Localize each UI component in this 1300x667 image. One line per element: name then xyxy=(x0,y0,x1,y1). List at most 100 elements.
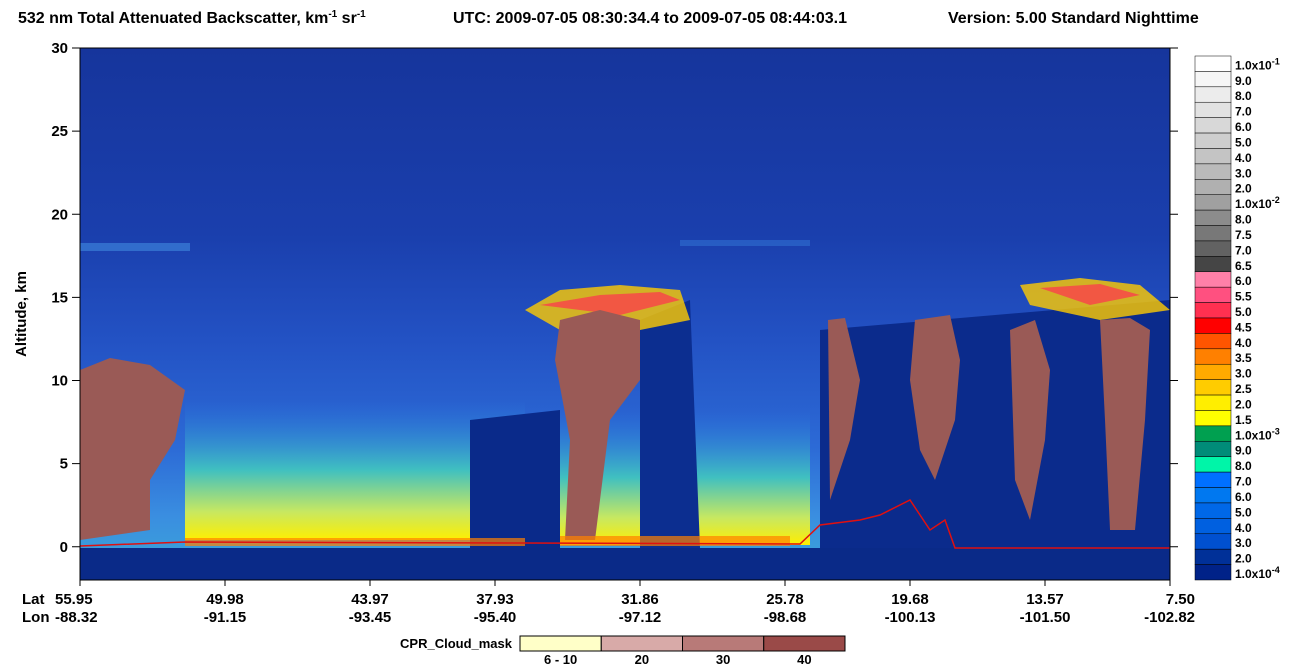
colorbar-swatch xyxy=(1194,441,1232,457)
colorbar-label: 4.0 xyxy=(1235,151,1252,165)
lon-label: -93.45 xyxy=(349,609,392,626)
y-tick-label: 15 xyxy=(51,289,68,306)
colorbar-label-text: 9.0 xyxy=(1235,444,1252,458)
colorbar-label: 7.0 xyxy=(1235,475,1252,489)
colorbar-swatch xyxy=(1194,55,1232,72)
colorbar-label: 2.0 xyxy=(1235,552,1252,566)
colorbar-swatch xyxy=(1194,271,1232,288)
colorbar-label: 5.0 xyxy=(1235,305,1252,319)
colorbar-label: 7.0 xyxy=(1235,243,1252,257)
colorbar-label: 6.0 xyxy=(1235,490,1252,504)
colorbar-swatch xyxy=(1194,518,1232,535)
colorbar-swatch xyxy=(1194,379,1232,396)
colorbar-label: 2.0 xyxy=(1235,182,1252,196)
colorbar-swatch xyxy=(1194,502,1232,519)
colorbar-label-text: 3.0 xyxy=(1235,536,1252,550)
colorbar-label-text: 3.5 xyxy=(1235,351,1252,365)
colorbar-label-text: 5.5 xyxy=(1235,290,1252,304)
colorbar-label-text: 4.0 xyxy=(1235,336,1252,350)
colorbar-label: 6.0 xyxy=(1235,274,1252,288)
colorbar-label-exp: -1 xyxy=(1272,56,1280,66)
colorbar-label-text: 1.0x10 xyxy=(1235,197,1272,211)
cloud-mask-swatch xyxy=(763,635,846,652)
colorbar-label: 1.0x10-1 xyxy=(1235,56,1280,72)
colorbar-label: 9.0 xyxy=(1235,74,1252,88)
colorbar-label-text: 5.0 xyxy=(1235,135,1252,149)
lon-label: -100.13 xyxy=(885,609,936,626)
cloud-mask-title: CPR_Cloud_mask xyxy=(400,636,513,651)
colorbar-swatch xyxy=(1194,487,1232,504)
chart-title: 532 nm Total Attenuated Backscatter, km-… xyxy=(18,9,366,27)
colorbar-label: 4.0 xyxy=(1235,336,1252,350)
colorbar-label-text: 6.0 xyxy=(1235,120,1252,134)
cloud-mask-label: 6 - 10 xyxy=(544,652,577,667)
colorbar-label-text: 8.0 xyxy=(1235,459,1252,473)
version-label: Version: 5.00 Standard Nighttime xyxy=(948,10,1199,27)
colorbar-swatch xyxy=(1194,564,1232,581)
lat-label: 31.86 xyxy=(621,591,659,608)
lon-label: -91.15 xyxy=(204,609,247,626)
colorbar-label-text: 8.0 xyxy=(1235,213,1252,227)
colorbar-label: 5.0 xyxy=(1235,505,1252,519)
colorbar-label-text: 6.5 xyxy=(1235,259,1252,273)
colorbar-swatch xyxy=(1194,333,1232,350)
colorbar-label-text: 6.0 xyxy=(1235,490,1252,504)
lon-label: -97.12 xyxy=(619,609,662,626)
colorbar-label-exp: -4 xyxy=(1272,565,1280,575)
colorbar-label-text: 6.0 xyxy=(1235,274,1252,288)
colorbar-label-text: 4.0 xyxy=(1235,151,1252,165)
cloud-mask-swatch xyxy=(682,635,765,652)
lat-label: 19.68 xyxy=(891,591,929,608)
lon-label: -98.68 xyxy=(764,609,807,626)
lat-label: 37.93 xyxy=(476,591,514,608)
colorbar-label-text: 2.0 xyxy=(1235,182,1252,196)
colorbar-swatch xyxy=(1194,456,1232,473)
y-tick-label: 20 xyxy=(51,206,68,223)
colorbar-swatch xyxy=(1194,209,1232,226)
colorbar-label: 4.5 xyxy=(1235,320,1252,334)
colorbar-label: 3.0 xyxy=(1235,166,1252,180)
colorbar-label: 8.0 xyxy=(1235,89,1252,103)
colorbar-swatch xyxy=(1194,71,1232,88)
colorbar-swatch xyxy=(1194,548,1232,565)
colorbar-swatch xyxy=(1194,132,1232,149)
colorbar-label: 1.0x10-2 xyxy=(1235,195,1280,211)
colorbar-swatch xyxy=(1194,394,1232,411)
row-label: Lon xyxy=(22,609,50,626)
colorbar-label-text: 3.0 xyxy=(1235,367,1252,381)
colorbar-label-text: 2.0 xyxy=(1235,552,1252,566)
colorbar-swatch xyxy=(1194,286,1232,303)
colorbar-label: 6.5 xyxy=(1235,259,1252,273)
colorbar-swatch xyxy=(1194,117,1232,134)
colorbar-label: 3.0 xyxy=(1235,367,1252,381)
colorbar-label-exp: -3 xyxy=(1272,426,1280,436)
colorbar-label: 2.5 xyxy=(1235,382,1252,396)
colorbar-swatch xyxy=(1194,317,1232,334)
lat-label: 25.78 xyxy=(766,591,804,608)
colorbar-swatch xyxy=(1194,471,1232,488)
colorbar-label-text: 4.5 xyxy=(1235,320,1252,334)
cloud-mask-label: 20 xyxy=(635,652,649,667)
colorbar-swatch xyxy=(1194,240,1232,257)
lat-label: 43.97 xyxy=(351,591,389,608)
colorbar-label: 1.0x10-4 xyxy=(1235,565,1280,581)
colorbar-label-text: 2.0 xyxy=(1235,397,1252,411)
lat-label: 55.95 xyxy=(55,591,93,608)
y-tick-label: 30 xyxy=(51,40,68,57)
colorbar-label-text: 5.0 xyxy=(1235,305,1252,319)
colorbar-label: 3.0 xyxy=(1235,536,1252,550)
colorbar-label: 8.0 xyxy=(1235,459,1252,473)
colorbar-swatch xyxy=(1194,163,1232,180)
colorbar-label: 1.5 xyxy=(1235,413,1252,427)
colorbar-label-exp: -2 xyxy=(1272,195,1280,205)
cloud-mask-label: 30 xyxy=(716,652,730,667)
colorbar-swatch xyxy=(1194,425,1232,442)
y-tick-label: 25 xyxy=(51,123,68,140)
colorbar-swatch xyxy=(1194,533,1232,550)
row-label: Lat xyxy=(22,591,45,608)
cloud-mask-label: 40 xyxy=(797,652,811,667)
colorbar-label: 1.0x10-3 xyxy=(1235,426,1280,442)
colorbar-label: 6.0 xyxy=(1235,120,1252,134)
colorbar-label-text: 8.0 xyxy=(1235,89,1252,103)
